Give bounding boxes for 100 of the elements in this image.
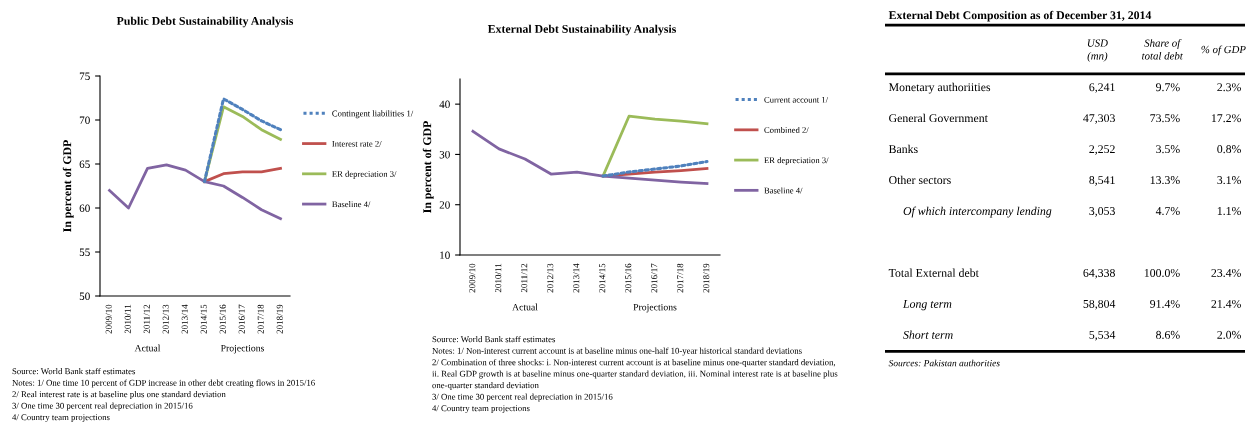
text: 4/ Country team projections <box>12 414 110 422</box>
y-tick-label: 60 <box>79 204 90 212</box>
y-tick-label: 20 <box>439 201 450 209</box>
text: 3/ One time 30 percent real depreciation in 2015/16 <box>432 393 613 402</box>
text: 91.4% <box>1150 299 1180 308</box>
x-tick-label: 2010/11 <box>495 263 502 293</box>
text: Notes: 1/ One time 10 percent of GDP increase in other debt creating flows in 2015/16 <box>12 379 315 388</box>
text: 3.5% <box>1156 145 1180 154</box>
text: 0.8% <box>1217 145 1241 154</box>
text: 9.7% <box>1155 83 1180 92</box>
text: 4.7% <box>1155 207 1180 216</box>
text: Actual <box>512 303 538 311</box>
category-label: Long term <box>902 300 952 311</box>
x-tick-label: 2011/12 <box>143 304 150 334</box>
x-tick-label: 2012/13 <box>162 304 169 334</box>
legend-label: Interest rate 2/ <box>332 140 382 147</box>
text: 13.3% <box>1150 176 1180 185</box>
category-label: Short term <box>903 330 953 339</box>
x-tick-label: 2014/15 <box>599 263 606 293</box>
y-tick-label: 70 <box>79 116 90 124</box>
y-tick-label: 50 <box>79 292 90 300</box>
x-tick-label: 2014/15 <box>200 304 207 334</box>
chart-title: External Debt Sustainability Analysis <box>487 24 677 36</box>
text: 2.3% <box>1217 83 1241 92</box>
text: 23.4% <box>1211 268 1241 277</box>
source-note: Source: World Bank staff estimates <box>432 335 556 343</box>
legend-label: Current account 1/ <box>764 96 829 103</box>
line-series <box>203 167 282 183</box>
category-label: Total External debt <box>888 268 979 277</box>
y-axis-title: In percent of GDP <box>422 121 434 213</box>
text: 3/ One time 30 percent real depreciation in 2015/16 <box>12 402 193 411</box>
y-tick-label: 40 <box>439 100 450 109</box>
y-tick-label: 75 <box>79 72 90 80</box>
text: External Debt Composition as of December 31, 2014 <box>888 10 1152 22</box>
x-tick-label: 2015/16 <box>625 263 632 293</box>
x-tick-label: 2009/10 <box>105 304 112 334</box>
legend-label: ER depreciation 3/ <box>332 170 397 179</box>
line-series <box>601 159 709 178</box>
text: 3.1% <box>1217 176 1241 185</box>
text: 5,534 <box>1089 330 1116 341</box>
x-tick-label: 2018/19 <box>703 263 710 293</box>
y-tick-label: 55 <box>79 248 90 256</box>
x-tick-label: 2012/13 <box>547 263 554 293</box>
text: 2,252 <box>1089 145 1115 155</box>
source-note: Sources: Pakistan authorities <box>888 359 1000 367</box>
text: 2.0% <box>1217 330 1241 339</box>
text: 3,053 <box>1089 207 1115 217</box>
y-tick-label: 30 <box>439 150 450 159</box>
text: 58,804 <box>1083 299 1116 310</box>
text: 100.0% <box>1144 268 1180 277</box>
x-tick-label: 2016/17 <box>651 263 658 293</box>
category-label: General Government <box>889 113 988 123</box>
text: ii. Real GDP growth is at baseline minus one-quarter standard deviation, iii. Nominal interest rate is at baseline plus <box>432 370 838 379</box>
x-tick-label: 2011/12 <box>521 263 528 293</box>
text: 17.2% <box>1211 114 1241 123</box>
text: 47,303 <box>1083 114 1115 124</box>
legend-label: Combined 2/ <box>764 126 809 133</box>
legend-label: Baseline 4/ <box>332 201 371 208</box>
x-tick-label: 2016/17 <box>238 304 245 334</box>
legend-label: Contingent liabilities 1/ <box>332 110 414 119</box>
y-tick-label: 10 <box>440 251 450 259</box>
y-tick-label: 65 <box>79 160 90 168</box>
text: 8.6% <box>1156 330 1180 339</box>
text: 64,338 <box>1083 268 1115 279</box>
text: Notes: 1/ Non-interest current account is at baseline minus one-half 10-year historical standard deviations <box>432 347 802 356</box>
x-tick-label: 2010/11 <box>124 304 131 334</box>
text: 8,541 <box>1089 176 1115 186</box>
category-label: Monetary authoriities <box>888 82 991 94</box>
line-series <box>108 163 282 220</box>
x-tick-label: 2009/10 <box>469 263 476 293</box>
x-tick-label: 2018/19 <box>276 304 283 334</box>
line-series <box>471 129 709 185</box>
x-tick-label: 2013/14 <box>181 304 188 334</box>
category-label: Other sectors <box>889 175 951 185</box>
text: Projections <box>220 344 265 354</box>
text: one-quarter standard deviation <box>432 382 539 390</box>
text: 2/ Real interest rate is at baseline plus one standard deviation <box>12 391 226 399</box>
category-label: % of GDP <box>1201 45 1246 56</box>
legend-label: ER depreciation 3/ <box>764 157 829 165</box>
source-note: Source: World Bank staff estimates <box>12 367 136 375</box>
x-tick-label: 2015/16 <box>219 304 226 334</box>
text: 73.5% <box>1150 114 1180 123</box>
legend-label: Baseline 4/ <box>764 187 803 194</box>
chart-title: Public Debt Sustainability Analysis <box>116 16 294 28</box>
y-axis-title: In percent of GDP <box>62 140 74 232</box>
x-tick-label: 2013/14 <box>573 263 580 293</box>
text: Actual <box>134 344 161 352</box>
text: 2/ Combination of three shocks: i. Non-interest current account is at baseline minus one-quarter standard deviation, <box>432 358 836 368</box>
category-label: Banks <box>888 144 918 154</box>
x-tick-label: 2017/18 <box>677 263 684 293</box>
text: Projections <box>633 303 677 313</box>
text: 1.1% <box>1217 207 1241 216</box>
text: 21.4% <box>1211 299 1241 308</box>
text: 6,241 <box>1089 83 1115 93</box>
x-tick-label: 2017/18 <box>257 304 264 334</box>
text: 4/ Country team projections <box>432 405 530 413</box>
line-series <box>601 114 709 178</box>
category-label: USD (mn) <box>1087 39 1108 62</box>
category-label: Share of total debt <box>1142 39 1184 60</box>
category-label: Of which intercompany lending <box>903 206 1052 218</box>
